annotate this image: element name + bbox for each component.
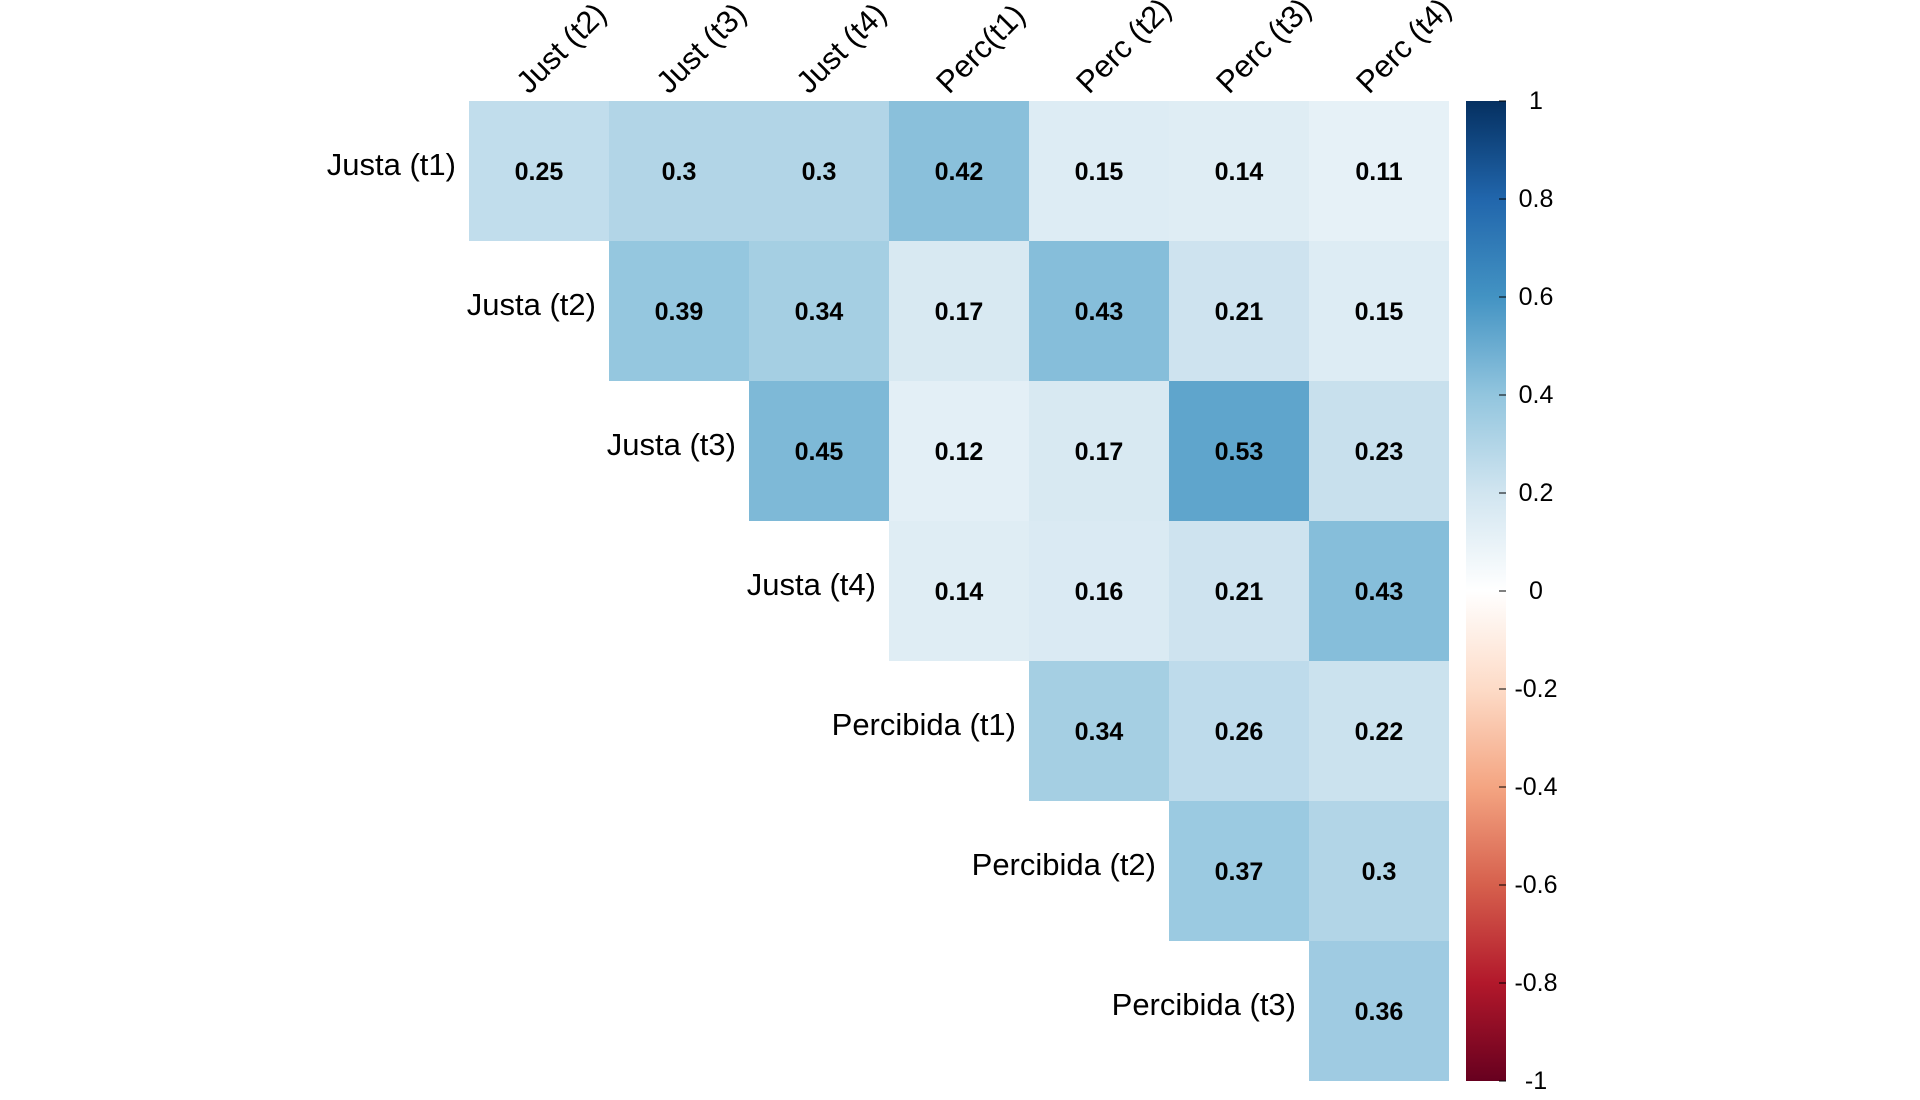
heatmap-cell	[749, 101, 889, 241]
heatmap-cell	[889, 521, 1029, 661]
cell-value-label: 0.37	[1215, 858, 1264, 886]
heatmap-cell	[1309, 661, 1449, 801]
cell-value-label: 0.15	[1355, 298, 1404, 326]
colorbar-tick-label: -0.4	[1514, 773, 1557, 801]
heatmap-cell	[609, 241, 749, 381]
cell-value-label: 0.42	[935, 158, 984, 186]
colorbar-tick-label: 0.4	[1519, 381, 1554, 409]
cell-value-label: 0.12	[935, 438, 984, 466]
heatmap-cell	[1169, 101, 1309, 241]
heatmap-cell	[889, 241, 1029, 381]
colorbar-tick-label: 0	[1529, 577, 1543, 605]
heatmap-cell	[1309, 101, 1449, 241]
colorbar-tick-label: -1	[1525, 1067, 1547, 1095]
column-label: Perc (t4)	[1349, 0, 1458, 100]
heatmap-cell	[1169, 381, 1309, 521]
cell-value-label: 0.17	[1075, 438, 1124, 466]
cell-value-label: 0.36	[1355, 998, 1404, 1026]
cell-value-label: 0.25	[515, 158, 564, 186]
heatmap-cell	[1169, 801, 1309, 941]
row-label: Justa (t3)	[607, 427, 736, 462]
cell-value-label: 0.53	[1215, 438, 1264, 466]
cell-value-label: 0.26	[1215, 718, 1264, 746]
row-labels: Justa (t1) Justa (t2) Justa (t3) Justa (t4)…	[327, 147, 1296, 1022]
row-label: Percibida (t1)	[832, 707, 1016, 742]
colorbar-tick-label: 0.6	[1519, 283, 1554, 311]
cell-value-label: 0.3	[662, 158, 697, 186]
column-label: Perc (t2)	[1069, 0, 1178, 100]
cell-value-label: 0.21	[1215, 298, 1264, 326]
cell-value-label: 0.3	[802, 158, 837, 186]
cell-value-label: 0.21	[1215, 578, 1264, 606]
row-label: Justa (t1)	[327, 147, 456, 182]
cell-value-label: 0.23	[1355, 438, 1404, 466]
colorbar: 1 0.8 0.6 0.4 0.2 0 -0.2 -0.4 -0.6 -0.8 -1	[1466, 87, 1558, 1095]
colorbar-tick-label: -0.2	[1514, 675, 1557, 703]
colorbar-tick-label: -0.6	[1514, 871, 1557, 899]
colorbar-tick-label: 1	[1529, 87, 1543, 115]
heatmap-cell	[1169, 661, 1309, 801]
cell-value-label: 0.17	[935, 298, 984, 326]
column-label: Perc (t3)	[1209, 0, 1318, 100]
cell-value-label: 0.22	[1355, 718, 1404, 746]
cells-layer: 0.25 0.3 0.3 0.42 0.15 0.14 0.11 0.39 0.34 0.17 0.…	[469, 101, 1449, 1081]
cell-value-label: 0.15	[1075, 158, 1124, 186]
column-label: Just (t4)	[789, 0, 893, 100]
colorbar-tick-label: 0.2	[1519, 479, 1554, 507]
colorbar-tick-label: 0.8	[1519, 185, 1554, 213]
cell-value-label: 0.34	[1075, 718, 1124, 746]
cell-value-label: 0.39	[655, 298, 704, 326]
heatmap-cell	[1169, 521, 1309, 661]
heatmap-cell	[889, 381, 1029, 521]
row-label: Percibida (t3)	[1112, 987, 1296, 1022]
cell-value-label: 0.34	[795, 298, 844, 326]
heatmap-cell	[1029, 661, 1169, 801]
cell-value-label: 0.11	[1355, 158, 1402, 186]
heatmap-cell	[1309, 381, 1449, 521]
heatmap-cell	[1309, 801, 1449, 941]
cell-value-label: 0.14	[1215, 158, 1264, 186]
heatmap-cell	[469, 101, 609, 241]
colorbar-tick-label: -0.8	[1514, 969, 1557, 997]
heatmap-cell	[1029, 521, 1169, 661]
cell-value-label: 0.16	[1075, 578, 1124, 606]
row-label: Percibida (t2)	[972, 847, 1156, 882]
heatmap-cell	[1169, 241, 1309, 381]
heatmap-cell	[1029, 241, 1169, 381]
heatmap-cell	[889, 101, 1029, 241]
cell-value-label: 0.45	[795, 438, 844, 466]
heatmap-cell	[749, 241, 889, 381]
column-labels: Just (t2) Just (t3) Just (t4) Perc(t1) Perc …	[509, 0, 1458, 100]
heatmap-cell	[1309, 241, 1449, 381]
colorbar-ticks: 1 0.8 0.6 0.4 0.2 0 -0.2 -0.4 -0.6 -0.8 -1	[1499, 87, 1558, 1095]
column-label: Just (t3)	[649, 0, 753, 100]
heatmap-cell	[1029, 101, 1169, 241]
heatmap-cell	[1029, 381, 1169, 521]
heatmap-cell	[1309, 941, 1449, 1081]
column-label: Perc(t1)	[929, 0, 1032, 100]
cell-value-label: 0.43	[1355, 578, 1404, 606]
row-label: Justa (t2)	[467, 287, 596, 322]
cell-value-label: 0.43	[1075, 298, 1124, 326]
row-label: Justa (t4)	[747, 567, 876, 602]
column-label: Just (t2)	[509, 0, 613, 100]
heatmap-cell	[749, 381, 889, 521]
heatmap-cell	[1309, 521, 1449, 661]
cell-value-label: 0.3	[1362, 858, 1397, 886]
heatmap-cell	[609, 101, 749, 241]
cell-value-label: 0.14	[935, 578, 984, 606]
